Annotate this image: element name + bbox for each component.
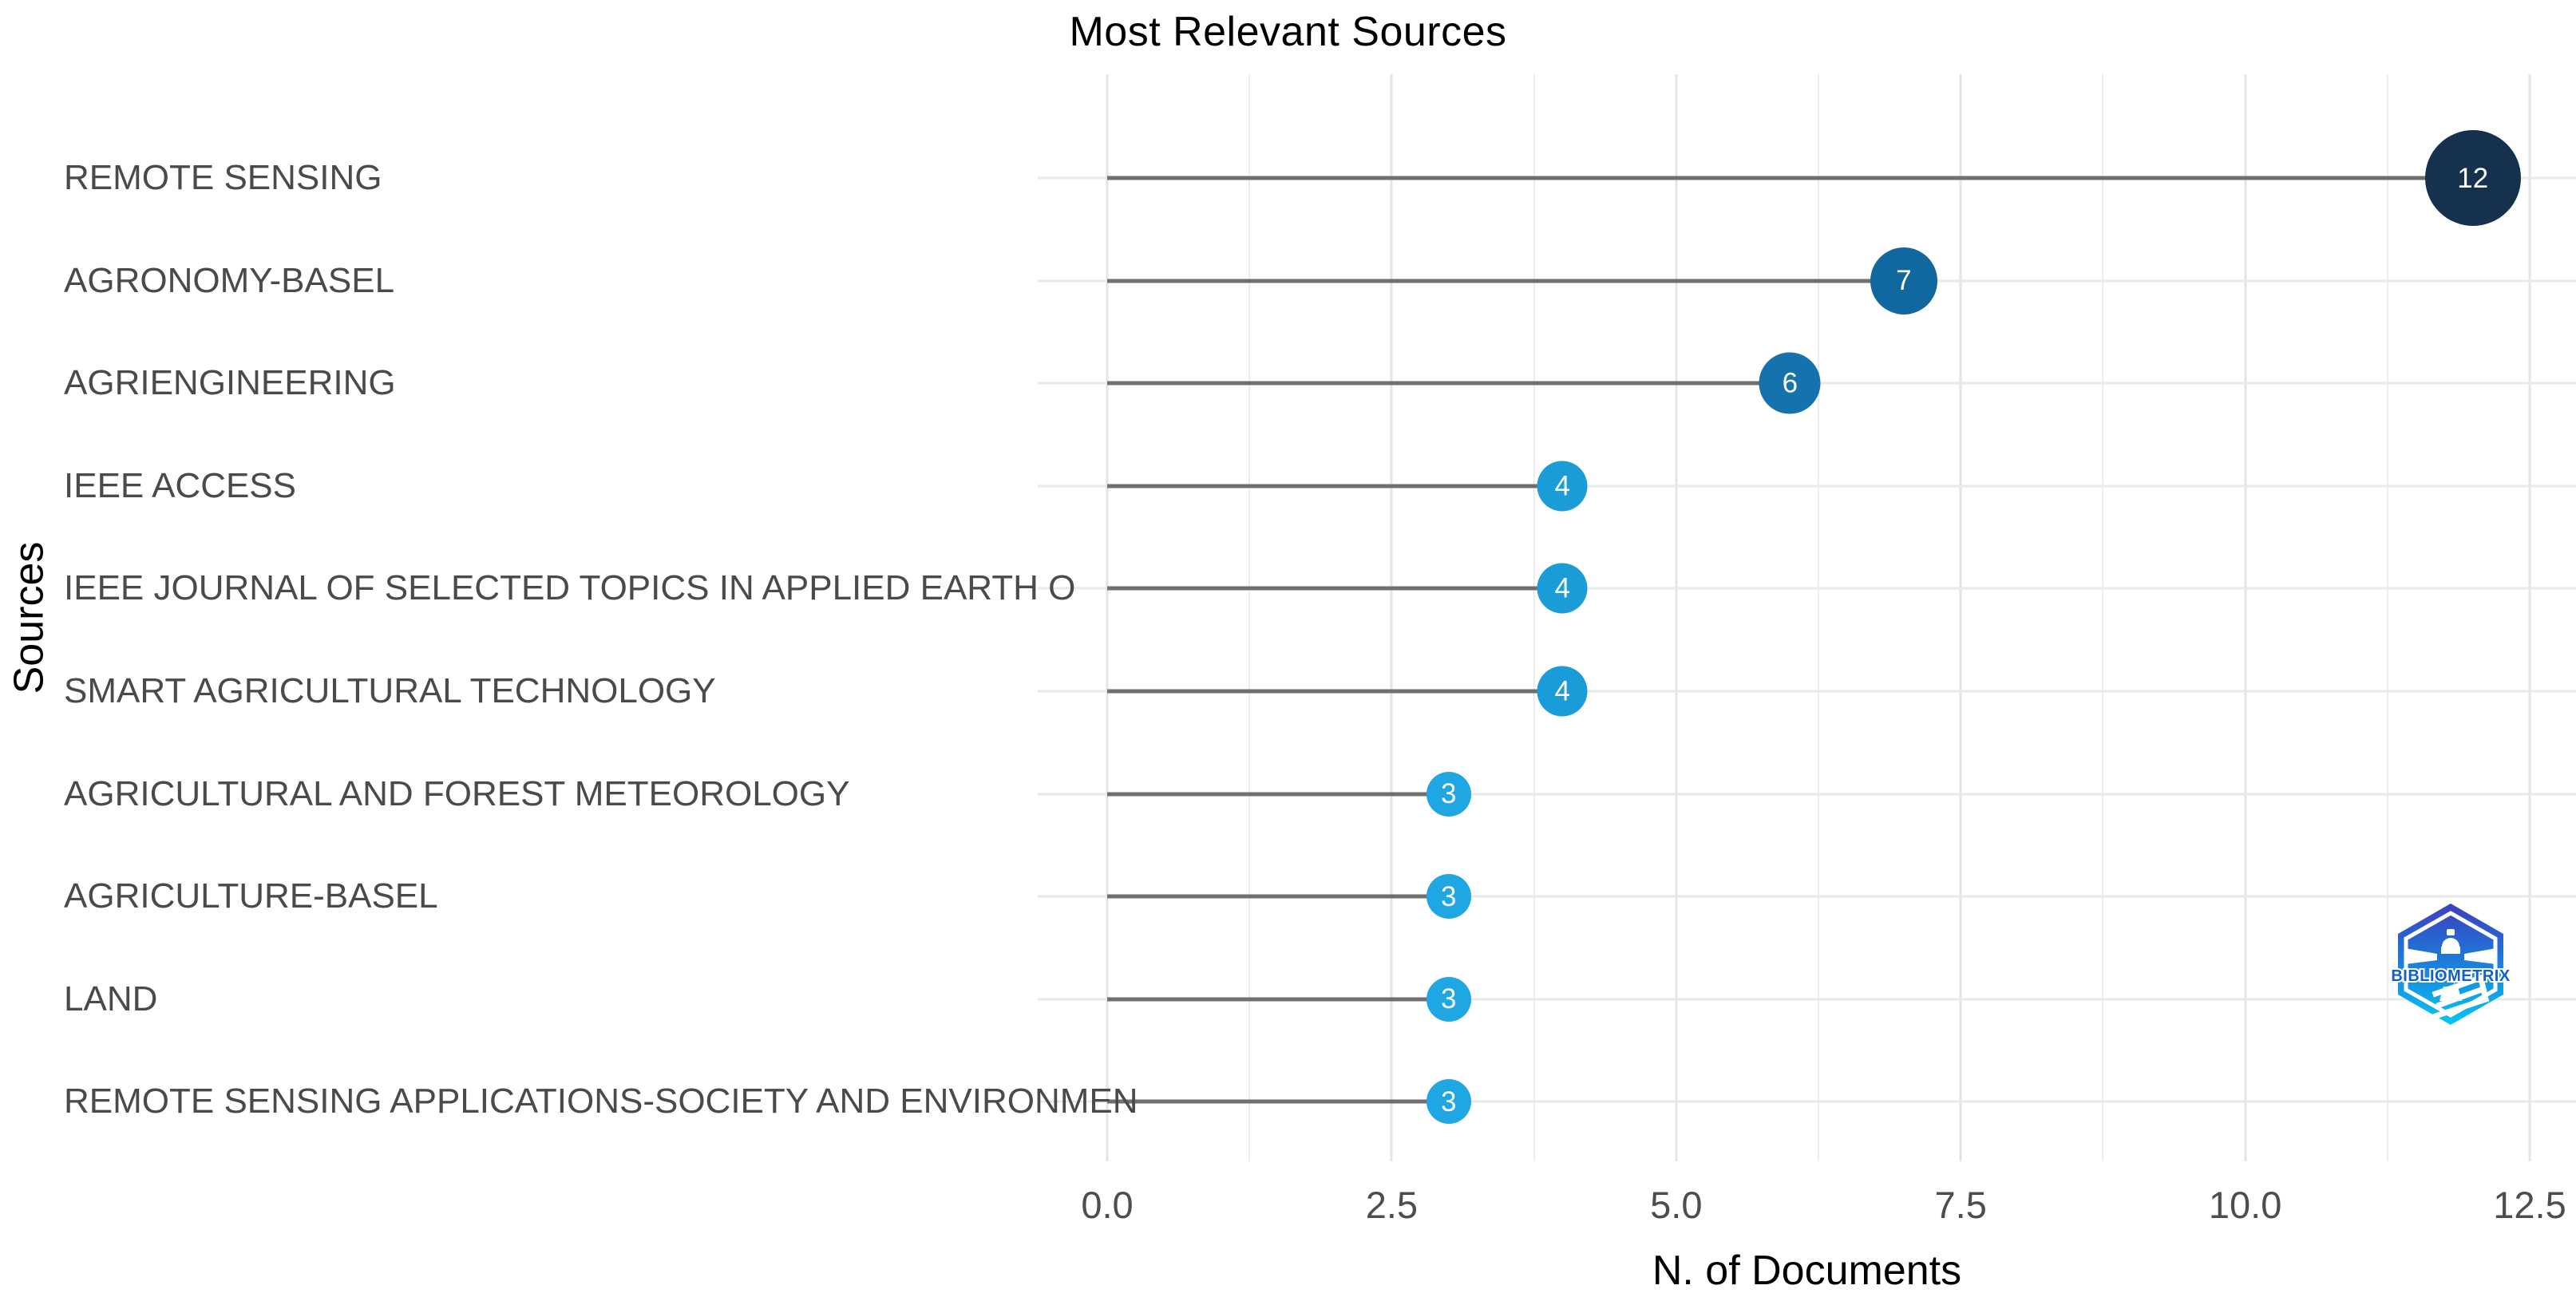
lollipop-dot: 3	[1426, 874, 1471, 919]
category-label: REMOTE SENSING APPLICATIONS-SOCIETY AND …	[64, 1082, 1138, 1121]
x-tick-label: 12.5	[2493, 1184, 2566, 1226]
lollipop-dot: 3	[1426, 976, 1471, 1022]
gridline-major	[2528, 74, 2531, 1161]
gridline-minor	[1248, 74, 1251, 1161]
gridline-major	[1390, 74, 1393, 1161]
x-tick-label: 5.0	[1650, 1184, 1703, 1226]
category-label: REMOTE SENSING	[64, 158, 382, 197]
category-label: AGRIENGINEERING	[64, 363, 396, 403]
gridline-row	[1038, 690, 2576, 693]
gridline-major	[2244, 74, 2247, 1161]
lollipop-dot: 4	[1537, 666, 1588, 717]
lollipop-dot: 6	[1759, 352, 1821, 414]
lollipop-stem	[1107, 381, 1791, 386]
gridline-minor	[2386, 74, 2388, 1161]
category-label: IEEE ACCESS	[64, 465, 297, 505]
gridline-major	[1675, 74, 1678, 1161]
y-axis-title: Sources	[5, 74, 53, 1161]
category-label: LAND	[64, 979, 158, 1018]
gridline-row	[1038, 998, 2576, 1001]
lollipop-stem	[1107, 586, 1563, 591]
logo-hexagon-inner-border	[2404, 911, 2498, 1018]
lollipop-dot: 12	[2424, 130, 2521, 226]
lollipop-stem	[1107, 279, 1904, 283]
x-tick-label: 2.5	[1365, 1184, 1419, 1226]
value-label: 4	[1554, 470, 1570, 502]
lollipop-stem	[1107, 997, 1449, 1002]
x-tick-label: 7.5	[1934, 1184, 1987, 1226]
value-label: 7	[1896, 265, 1912, 297]
lighthouse-stripes	[2429, 974, 2490, 1021]
gridline-row	[1038, 484, 2576, 488]
gridline-minor	[1818, 74, 1819, 1161]
category-label: IEEE JOURNAL OF SELECTED TOPICS IN APPLI…	[64, 568, 1076, 608]
gridline-row	[1038, 587, 2576, 590]
lollipop-stem	[1107, 689, 1563, 694]
value-label: 3	[1440, 880, 1457, 912]
logo-hexagon	[2398, 904, 2503, 1025]
value-label: 3	[1440, 778, 1457, 810]
lollipop-stem	[1107, 1099, 1449, 1104]
gridline-row	[1038, 793, 2576, 796]
gridline-row	[1038, 1100, 2576, 1103]
value-label: 12	[2457, 162, 2489, 194]
lollipop-stem	[1107, 484, 1563, 488]
gridline-row	[1038, 895, 2576, 898]
lollipop-stem	[1107, 792, 1449, 797]
gridline-minor	[1533, 74, 1535, 1161]
category-label: AGRICULTURAL AND FOREST METEOROLOGY	[64, 773, 850, 813]
category-label: SMART AGRICULTURAL TECHNOLOGY	[64, 671, 716, 710]
gridline-major	[1106, 74, 1109, 1161]
gridline-major	[1959, 74, 1962, 1161]
value-label: 4	[1554, 675, 1570, 707]
value-label: 6	[1782, 367, 1798, 399]
bibliometrix-logo: BIBLIOMETRIX	[2391, 904, 2511, 1025]
value-label: 3	[1440, 1086, 1457, 1117]
lollipop-dot: 3	[1426, 771, 1471, 817]
lollipop-stem	[1107, 894, 1449, 899]
lollipop-dot: 4	[1537, 563, 1588, 614]
lollipop-dot: 3	[1426, 1079, 1471, 1125]
value-label: 4	[1554, 572, 1570, 604]
category-label: AGRICULTURE-BASEL	[64, 876, 438, 916]
lollipop-dot: 4	[1537, 461, 1588, 512]
lollipop-stem	[1107, 176, 2473, 180]
x-tick-label: 10.0	[2208, 1184, 2282, 1226]
x-tick-label: 0.0	[1081, 1184, 1134, 1226]
lollipop-dot: 7	[1870, 247, 1937, 314]
logo-text: BIBLIOMETRIX	[2391, 967, 2510, 985]
chart-title: Most Relevant Sources	[1069, 9, 1507, 55]
plot-panel: 12 7 6 4 4 4 3 3 3 3	[1038, 74, 2576, 1161]
value-label: 3	[1440, 983, 1457, 1015]
y-axis-title-text: Sources	[6, 541, 53, 694]
category-label: AGRONOMY-BASEL	[64, 260, 395, 300]
gridline-minor	[2102, 74, 2104, 1161]
x-axis-title: N. of Documents	[1652, 1248, 1962, 1294]
